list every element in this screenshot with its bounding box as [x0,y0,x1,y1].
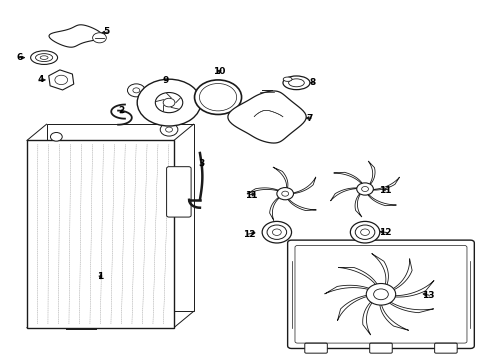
Text: 7: 7 [306,113,313,122]
Polygon shape [334,172,363,184]
Polygon shape [368,161,375,185]
Circle shape [377,292,384,297]
Circle shape [373,289,388,300]
Ellipse shape [35,54,53,62]
Circle shape [200,92,207,97]
Text: 6: 6 [17,53,23,62]
Circle shape [350,221,380,243]
Polygon shape [380,302,409,330]
Polygon shape [288,199,317,211]
Polygon shape [273,167,288,188]
Polygon shape [338,267,378,286]
Circle shape [372,288,389,300]
Circle shape [55,75,68,85]
Ellipse shape [289,79,304,87]
Circle shape [272,229,281,235]
Circle shape [199,84,237,111]
FancyBboxPatch shape [305,343,327,353]
Polygon shape [368,194,396,206]
Circle shape [127,84,145,97]
Text: 12: 12 [379,229,392,238]
Text: 13: 13 [422,292,435,300]
Text: 11: 11 [245,191,257,199]
Text: 3: 3 [199,158,205,167]
Circle shape [366,284,395,305]
Polygon shape [392,258,412,291]
Text: 12: 12 [243,230,255,239]
Circle shape [195,88,213,101]
Polygon shape [355,193,362,217]
Circle shape [166,127,172,132]
Polygon shape [47,124,194,311]
Text: 2: 2 [119,107,124,115]
Circle shape [133,88,140,93]
FancyBboxPatch shape [167,167,191,217]
Polygon shape [270,197,279,220]
Ellipse shape [283,76,310,90]
Ellipse shape [283,77,292,81]
Polygon shape [27,140,174,328]
Text: 10: 10 [213,68,226,77]
Circle shape [262,221,292,243]
Text: 11: 11 [379,186,392,194]
Ellipse shape [40,56,48,59]
Circle shape [267,225,287,239]
Polygon shape [392,280,434,297]
Polygon shape [247,188,279,194]
Circle shape [195,80,242,114]
Circle shape [50,132,62,141]
Circle shape [355,225,375,239]
Polygon shape [372,177,400,190]
Circle shape [155,93,183,113]
FancyBboxPatch shape [288,240,474,348]
Polygon shape [387,301,434,313]
Circle shape [357,183,373,195]
Polygon shape [325,285,372,294]
Circle shape [160,123,178,136]
Text: 5: 5 [104,27,110,36]
Text: 4: 4 [37,76,44,85]
Circle shape [93,33,106,43]
Polygon shape [372,253,389,287]
Text: 1: 1 [98,272,103,281]
Ellipse shape [30,51,58,64]
FancyBboxPatch shape [435,343,457,353]
Polygon shape [363,300,373,335]
Circle shape [362,186,368,192]
Circle shape [163,98,175,107]
Text: 9: 9 [162,76,169,85]
Circle shape [361,229,369,235]
Circle shape [282,191,289,196]
FancyBboxPatch shape [369,343,392,353]
Polygon shape [228,91,306,143]
Circle shape [137,79,201,126]
Text: 8: 8 [309,78,315,87]
Polygon shape [330,188,358,201]
Polygon shape [338,295,370,321]
Polygon shape [49,25,103,47]
Polygon shape [293,177,316,194]
Circle shape [277,188,294,200]
